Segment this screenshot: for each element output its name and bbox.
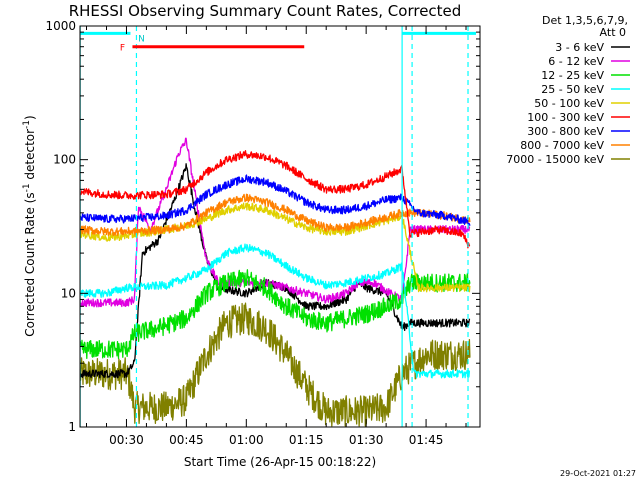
series-line bbox=[79, 302, 471, 427]
footer-timestamp: 29-Oct-2021 01:27 bbox=[560, 469, 636, 478]
x-axis: 00:30 00:45 01:00 01:15 01:30 01:45 bbox=[86, 26, 467, 447]
series-line bbox=[79, 193, 471, 237]
legend-label: 7000 - 15000 keV bbox=[506, 153, 604, 166]
y-tick-label: 1000 bbox=[45, 19, 76, 33]
legend-label: 25 - 50 keV bbox=[541, 83, 604, 96]
y-axis-label: Corrected Count Rate (s-1 detector-1) bbox=[22, 115, 37, 336]
night-flag-label: N bbox=[138, 34, 145, 44]
plot-area: FN bbox=[79, 26, 477, 427]
legend-label: 3 - 6 keV bbox=[555, 41, 604, 54]
x-tick-label: 01:15 bbox=[289, 433, 324, 447]
x-tick-label: 00:45 bbox=[169, 433, 204, 447]
series-line bbox=[79, 163, 471, 379]
legend-label: 50 - 100 keV bbox=[534, 97, 604, 110]
legend-header-line1: Det 1,3,5,6,7,9, bbox=[542, 14, 628, 27]
legend-label: 100 - 300 keV bbox=[527, 111, 604, 124]
legend-label: 300 - 800 keV bbox=[527, 125, 604, 138]
x-tick-label: 01:30 bbox=[349, 433, 384, 447]
legend-label: 800 - 7000 keV bbox=[520, 139, 604, 152]
legend-header-line2: Att 0 bbox=[600, 26, 626, 39]
y-tick-label: 100 bbox=[53, 153, 76, 167]
x-axis-label: Start Time (26-Apr-15 00:18:22) bbox=[184, 455, 376, 469]
y-tick-label: 10 bbox=[61, 286, 76, 300]
chart-title: RHESSI Observing Summary Count Rates, Co… bbox=[69, 2, 462, 20]
y-axis: 1 10 100 1000 bbox=[45, 19, 480, 434]
x-tick-label: 00:30 bbox=[109, 433, 144, 447]
flare-flag-label: F bbox=[120, 44, 125, 54]
series-line bbox=[79, 137, 471, 308]
x-tick-label: 01:45 bbox=[409, 433, 444, 447]
legend-label: 12 - 25 keV bbox=[541, 69, 604, 82]
y-tick-label: 1 bbox=[68, 420, 76, 434]
series-line bbox=[79, 174, 471, 226]
series-line bbox=[79, 150, 471, 249]
legend-label: 6 - 12 keV bbox=[548, 55, 604, 68]
plot-frame bbox=[79, 25, 481, 428]
x-tick-label: 01:00 bbox=[229, 433, 264, 447]
series-line bbox=[79, 243, 471, 379]
